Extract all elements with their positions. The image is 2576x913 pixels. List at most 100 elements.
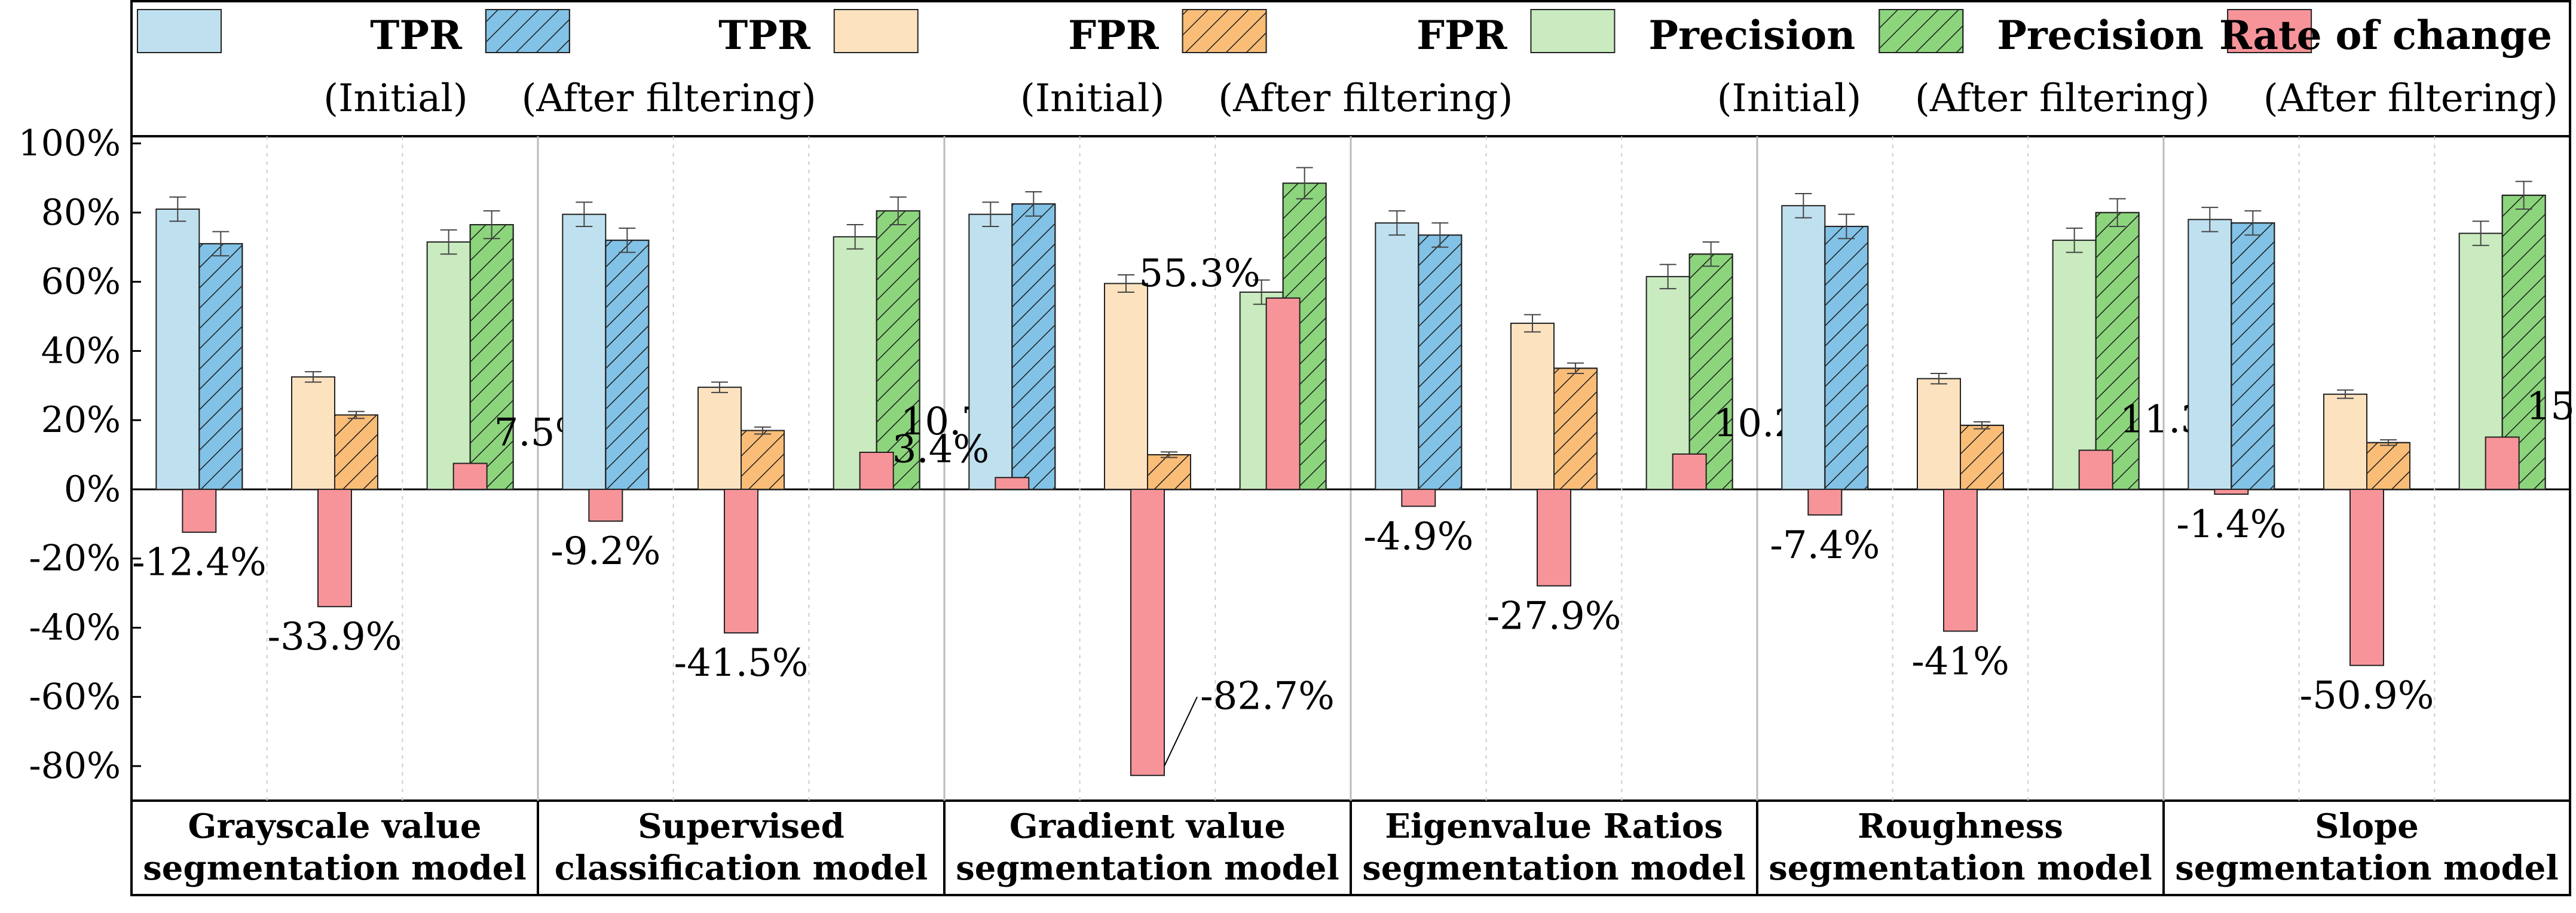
y-axis: -80% -60% -40% -20% 0% 20% 40% 60% 80% 100% <box>18 122 141 787</box>
category-label: Gradient value <box>1009 807 1286 846</box>
bar-hatch <box>1960 424 2004 490</box>
change-data-label: 55.3% <box>1139 252 1260 296</box>
change-data-label: 3.4% <box>892 427 990 471</box>
legend: TPR (Initial) TPR (After filtering) FPR (Init… <box>137 9 2558 121</box>
legend-sublabel: (Initial) <box>1717 76 1862 121</box>
bar-hatch <box>1418 234 1463 490</box>
legend-swatch <box>137 9 222 53</box>
legend-sublabel: (After filtering) <box>2263 76 2558 121</box>
category-label: segmentation model <box>2175 848 2558 888</box>
y-tick-label: 0% <box>64 468 121 510</box>
change-bar <box>1943 488 1978 632</box>
y-tick-label: 20% <box>41 399 121 441</box>
bar <box>833 236 877 490</box>
bar-hatch <box>741 430 785 490</box>
bar-hatch <box>1553 367 1598 490</box>
change-bar <box>182 488 217 533</box>
change-data-label: -7.4% <box>1770 523 1880 568</box>
change-bar <box>2078 449 2113 490</box>
legend-label: TPR <box>370 12 463 59</box>
bar <box>562 213 607 490</box>
legend-sublabel: (After filtering) <box>521 76 816 121</box>
change-bar <box>2214 488 2249 495</box>
plot-area: -12.4%-33.9%7.5%-9.2%-41.5%10.7%3.4%-82.… <box>130 0 2576 896</box>
legend-swatch-hatch <box>1182 9 1267 53</box>
change-bar <box>1401 488 1436 507</box>
bar <box>291 376 335 490</box>
change-data-label: -9.2% <box>550 529 660 574</box>
bar <box>1375 222 1419 490</box>
legend-sublabel: (After filtering) <box>1915 76 2210 121</box>
change-bar <box>724 488 758 634</box>
change-data-label: -33.9% <box>268 615 402 659</box>
change-data-label: -41.5% <box>674 641 809 685</box>
change-data-label: 15.1% <box>2526 385 2576 429</box>
y-tick-label: 60% <box>41 261 121 303</box>
legend-swatch <box>2227 9 2312 53</box>
legend-label: FPR <box>1417 12 1507 59</box>
change-bar <box>995 477 1030 490</box>
y-tick-label: -40% <box>29 607 121 649</box>
change-bar <box>1130 488 1165 776</box>
bar-hatch <box>198 243 243 490</box>
change-data-label: -1.4% <box>2176 503 2286 547</box>
bar-hatch <box>1688 253 1733 490</box>
y-tick-label: -60% <box>29 676 121 718</box>
bar-hatch <box>2231 222 2275 490</box>
label-leader <box>1164 696 1198 767</box>
legend-swatch <box>833 9 919 53</box>
bar <box>697 387 742 490</box>
category-label: segmentation model <box>1362 848 1745 888</box>
change-data-label: -82.7% <box>1200 674 1335 718</box>
change-bar <box>588 488 623 522</box>
legend-label: TPR <box>718 12 811 59</box>
category-label: segmentation model <box>956 848 1339 888</box>
y-tick-label: -80% <box>29 745 121 787</box>
bar <box>1510 323 1555 490</box>
category-label: segmentation model <box>1769 848 2152 888</box>
bar-hatch <box>2366 442 2410 490</box>
category-label: Grayscale value <box>188 807 482 846</box>
bar-hatch <box>1147 454 1191 490</box>
change-data-label: -41% <box>1911 639 2009 684</box>
change-data-label: -50.9% <box>2300 674 2434 718</box>
change-bar <box>452 462 488 490</box>
legend-label: Precision <box>1648 12 1855 59</box>
category-label: Roughness <box>1858 807 2063 846</box>
bar-hatch <box>605 240 650 490</box>
bar-hatch <box>1011 203 1056 490</box>
bar <box>2188 219 2232 490</box>
change-data-label: -12.4% <box>132 541 267 585</box>
legend-label: Precision <box>1997 12 2204 59</box>
category-label: segmentation model <box>143 848 526 888</box>
bar <box>1917 378 1961 490</box>
change-data-label: -27.9% <box>1487 594 1622 638</box>
y-tick-label: -20% <box>29 538 121 580</box>
bar <box>968 213 1013 490</box>
bar-hatch <box>334 414 378 490</box>
change-bar <box>1265 297 1301 490</box>
category-label: Slope <box>2315 807 2419 846</box>
change-bar <box>317 488 352 608</box>
legend-label: Rate of change <box>2219 12 2552 59</box>
bar <box>155 209 200 490</box>
change-bar <box>1672 453 1707 490</box>
y-tick-label: 40% <box>41 330 121 372</box>
change-bar <box>859 452 894 490</box>
y-tick-label: 80% <box>41 192 121 234</box>
bar <box>1781 205 1826 490</box>
legend-sublabel: (Initial) <box>1020 76 1165 121</box>
bar-hatch <box>2095 212 2140 490</box>
bar-hatch <box>1824 225 1869 490</box>
bar <box>2323 393 2367 490</box>
change-data-label: -4.9% <box>1363 514 1473 559</box>
category-label: Supervised <box>638 807 845 846</box>
legend-swatch <box>1530 9 1616 53</box>
legend-sublabel: (After filtering) <box>1218 76 1513 121</box>
change-bar <box>2349 488 2384 666</box>
bar <box>426 241 471 490</box>
legend-swatch-hatch <box>1879 9 1964 53</box>
category-label: classification model <box>555 848 928 888</box>
